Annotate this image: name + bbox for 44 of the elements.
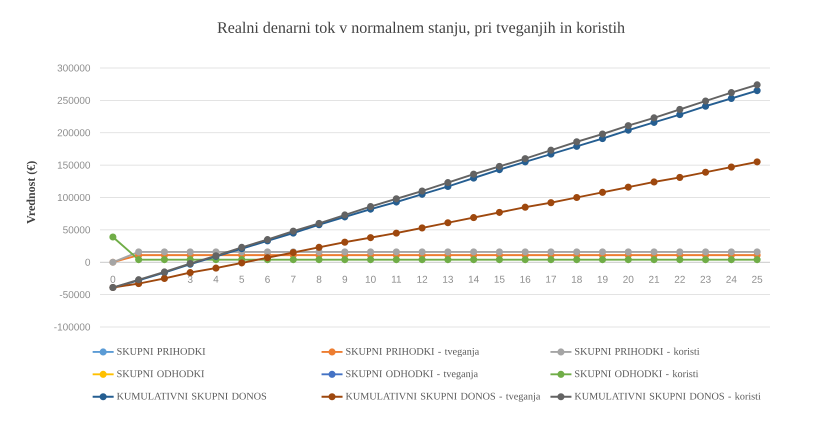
- y-tick-label: -100000: [54, 323, 90, 331]
- x-tick-label: 3: [188, 276, 193, 283]
- y-tick-label: 150000: [58, 162, 90, 169]
- x-tick-label: 22: [674, 276, 685, 283]
- x-tick-label: 21: [648, 276, 660, 283]
- legend-label: SKUPNI ODHODKI - tveganja: [346, 370, 478, 380]
- legend-label: SKUPNI PRIHODKI - tveganja: [346, 348, 480, 357]
- x-tick-label: 12: [417, 276, 428, 283]
- x-tick-label: 5: [239, 276, 244, 283]
- x-tick-label: 20: [623, 276, 634, 283]
- x-tick-label: 4: [213, 276, 218, 283]
- y-tick-label: -50000: [60, 291, 90, 298]
- y-tick-label: 100000: [58, 194, 90, 202]
- x-tick-label: 16: [520, 276, 530, 283]
- x-tick-label: 13: [443, 276, 454, 283]
- y-tick-label: 50000: [63, 226, 90, 234]
- y-tick-label: 250000: [58, 96, 90, 104]
- x-tick-label: 9: [342, 276, 348, 283]
- y-axis-title: Vrednost (€): [26, 161, 38, 224]
- x-tick-label: 19: [598, 276, 608, 283]
- x-tick-label: 18: [572, 276, 582, 283]
- y-tick-label: 0: [85, 258, 90, 266]
- x-tick-label: 11: [392, 276, 402, 283]
- legend-label: KUMULATIVNI SKUPNI DONOS - tveganja: [346, 392, 540, 402]
- x-tick-label: 6: [265, 276, 270, 283]
- x-tick-label: 8: [316, 276, 322, 283]
- legend-label: SKUPNI PRIHODKI: [117, 348, 206, 355]
- x-tick-label: 25: [752, 276, 762, 283]
- x-tick-label: 23: [700, 276, 711, 283]
- legend-label: SKUPNI ODHODKI - koristi: [575, 370, 698, 378]
- x-tick-label: 15: [494, 276, 505, 283]
- legend-label: SKUPNI ODHODKI: [117, 370, 204, 378]
- x-tick-label: 7: [291, 276, 296, 283]
- x-tick-label: 14: [468, 276, 479, 283]
- y-tick-label: 300000: [57, 64, 90, 72]
- legend-label: SKUPNI PRIHODKI - koristi: [575, 348, 700, 355]
- legend-label: KUMULATIVNI SKUPNI DONOS - koristi: [574, 392, 761, 400]
- x-tick-label: 0: [110, 276, 116, 283]
- y-tick-label: 200000: [58, 129, 90, 136]
- x-tick-label: 10: [366, 276, 376, 283]
- x-tick-label: 24: [726, 276, 737, 283]
- x-tick-label: 17: [546, 276, 556, 283]
- legend-label: KUMULATIVNI SKUPNI DONOS: [116, 392, 266, 400]
- chart-title: Realni denarni tok v normalnem stanju, pri tveganjih in koristih: [218, 22, 625, 36]
